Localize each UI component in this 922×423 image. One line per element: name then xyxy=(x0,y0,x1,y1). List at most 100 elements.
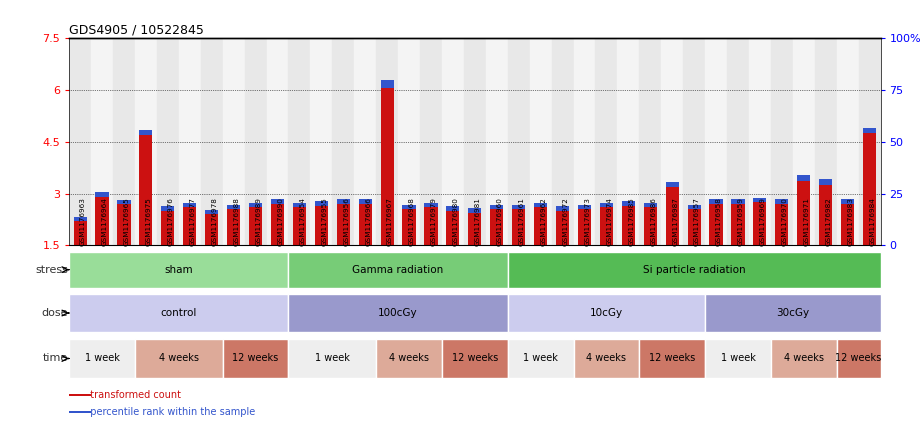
Text: transformed count: transformed count xyxy=(84,390,181,400)
Text: 12 weeks: 12 weeks xyxy=(452,354,498,363)
Text: 1 week: 1 week xyxy=(85,354,120,363)
Text: GSM1176986: GSM1176986 xyxy=(650,197,656,245)
Text: 30cGy: 30cGy xyxy=(776,308,810,318)
Bar xyxy=(249,207,262,245)
Bar xyxy=(227,205,241,209)
Bar xyxy=(249,203,262,207)
Text: sham: sham xyxy=(164,265,193,275)
Bar xyxy=(705,38,727,245)
Text: GSM1176959: GSM1176959 xyxy=(738,197,744,245)
Bar xyxy=(596,38,618,245)
Bar xyxy=(600,207,613,245)
Bar xyxy=(621,206,635,245)
Bar xyxy=(403,209,416,245)
Bar xyxy=(705,338,771,379)
Text: GSM1176982: GSM1176982 xyxy=(826,197,832,245)
Bar xyxy=(573,38,596,245)
Bar xyxy=(139,130,152,135)
Bar xyxy=(424,207,438,245)
Text: 12 weeks: 12 weeks xyxy=(232,354,278,363)
Bar xyxy=(683,38,705,245)
Bar xyxy=(666,187,679,245)
Text: GSM1176977: GSM1176977 xyxy=(190,197,195,245)
Bar xyxy=(731,199,745,204)
Bar xyxy=(398,38,420,245)
Bar xyxy=(271,204,284,245)
Bar xyxy=(266,38,289,245)
Bar xyxy=(403,205,416,209)
Bar xyxy=(578,205,591,209)
Bar xyxy=(135,338,222,379)
Text: Gamma radiation: Gamma radiation xyxy=(352,265,443,275)
Bar xyxy=(863,133,876,245)
Text: GSM1176955: GSM1176955 xyxy=(322,197,327,245)
Text: GSM1176985: GSM1176985 xyxy=(628,197,634,245)
Bar xyxy=(157,38,179,245)
Bar xyxy=(858,38,881,245)
Text: Si particle radiation: Si particle radiation xyxy=(643,265,745,275)
Text: GSM1176975: GSM1176975 xyxy=(146,197,152,245)
Bar xyxy=(69,394,91,396)
Bar xyxy=(424,203,438,207)
Text: 12 weeks: 12 weeks xyxy=(835,354,881,363)
Text: GSM1176987: GSM1176987 xyxy=(672,197,679,245)
Bar xyxy=(508,294,705,332)
Bar xyxy=(753,198,766,202)
Bar xyxy=(600,203,613,207)
Bar xyxy=(420,38,442,245)
Bar xyxy=(486,38,508,245)
Bar xyxy=(661,38,683,245)
Bar xyxy=(639,338,705,379)
Bar xyxy=(464,38,486,245)
Bar xyxy=(529,38,551,245)
Bar xyxy=(381,88,394,245)
Text: GSM1176979: GSM1176979 xyxy=(431,197,437,245)
Bar xyxy=(556,206,569,211)
Bar xyxy=(709,199,723,204)
Bar xyxy=(376,338,442,379)
Text: 1 week: 1 week xyxy=(720,354,755,363)
Bar xyxy=(688,205,701,209)
Text: GSM1176976: GSM1176976 xyxy=(168,197,174,245)
Bar xyxy=(117,204,131,245)
Text: GSM1176988: GSM1176988 xyxy=(233,197,240,245)
Bar xyxy=(688,209,701,245)
Bar xyxy=(749,38,771,245)
Bar xyxy=(836,38,858,245)
Bar xyxy=(183,207,196,245)
Text: time: time xyxy=(42,354,68,363)
Bar xyxy=(359,204,372,245)
Bar xyxy=(512,205,526,209)
Text: GSM1176970: GSM1176970 xyxy=(782,197,787,245)
Text: control: control xyxy=(160,308,197,318)
Bar xyxy=(573,338,639,379)
Text: GSM1176964: GSM1176964 xyxy=(102,197,108,245)
Bar xyxy=(74,217,87,221)
Bar xyxy=(753,202,766,245)
Text: 1 week: 1 week xyxy=(523,354,558,363)
Bar xyxy=(96,192,109,197)
Bar xyxy=(314,201,328,206)
Bar xyxy=(69,338,135,379)
Bar xyxy=(69,38,91,245)
Bar xyxy=(69,252,289,288)
Bar xyxy=(798,181,810,245)
Bar xyxy=(508,252,881,288)
Bar xyxy=(446,211,459,245)
Text: GSM1176971: GSM1176971 xyxy=(804,197,810,245)
Bar xyxy=(446,206,459,211)
Bar xyxy=(841,204,854,245)
Text: 10cGy: 10cGy xyxy=(590,308,623,318)
Text: GSM1176957: GSM1176957 xyxy=(694,197,700,245)
Text: GSM1176973: GSM1176973 xyxy=(585,197,590,245)
Text: GSM1176966: GSM1176966 xyxy=(365,197,372,245)
Text: GSM1176989: GSM1176989 xyxy=(255,197,262,245)
Text: GSM1176972: GSM1176972 xyxy=(562,197,569,245)
Text: GSM1176961: GSM1176961 xyxy=(519,197,525,245)
Bar xyxy=(508,338,573,379)
Bar xyxy=(771,338,836,379)
Bar xyxy=(618,38,639,245)
Bar xyxy=(819,185,833,245)
Bar xyxy=(771,38,793,245)
Text: 4 weeks: 4 weeks xyxy=(586,354,626,363)
